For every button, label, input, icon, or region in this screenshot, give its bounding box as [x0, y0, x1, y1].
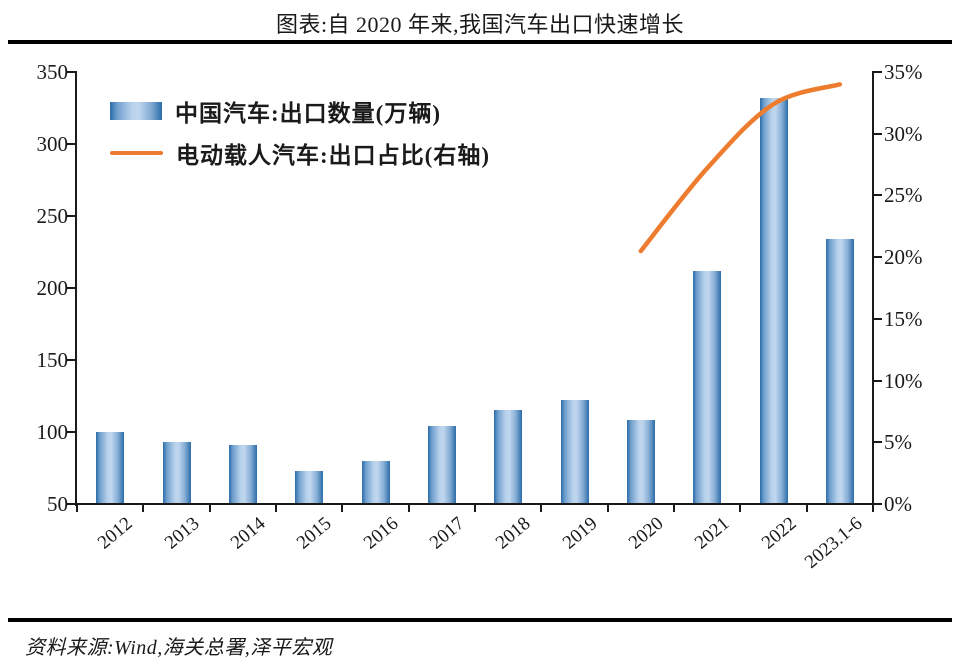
legend: 中国汽车:出口数量(万辆) 电动载人汽车:出口占比(右轴): [110, 96, 490, 180]
x-tick: [872, 505, 874, 512]
y-tick-right: [874, 379, 882, 382]
data-source-note: 资料来源:Wind,海关总署,泽平宏观: [25, 637, 333, 659]
y-tick-left: [67, 143, 75, 145]
y-tick-left: [67, 71, 75, 73]
y-tick-right: [874, 194, 882, 197]
x-axis-label: 2017: [425, 513, 469, 554]
line-series-swatch: [110, 151, 163, 155]
x-axis-label: 2012: [94, 513, 137, 554]
y-axis-label-left: 200: [36, 276, 69, 300]
bar-2017: [427, 426, 456, 503]
legend-item-export-volume: 中国汽车:出口数量(万辆): [110, 96, 490, 126]
x-axis-label: 2016: [359, 513, 402, 554]
x-tick: [606, 505, 609, 512]
y-axis-label-right: 5%: [884, 430, 912, 455]
legend-item-ev-share: 电动载人汽车:出口占比(右轴): [110, 138, 490, 168]
bar-2014: [228, 444, 257, 503]
y-tick-left: [67, 503, 75, 505]
x-axis-label: 2020: [624, 513, 668, 554]
chart-title: 图表:自 2020 年来,我国汽车出口快速增长: [275, 12, 685, 37]
bar-2012: [96, 432, 125, 503]
bottom-rule: [8, 618, 952, 622]
y-axis-left: [75, 71, 77, 506]
y-axis-label-left: 50: [47, 492, 68, 516]
y-axis-label-left: 100: [36, 420, 69, 444]
x-axis-label: 2018: [492, 513, 535, 554]
y-axis-right: [872, 71, 874, 506]
bar-2022: [759, 97, 788, 503]
y-tick-left: [67, 215, 75, 217]
x-axis-label: 2015: [293, 513, 336, 554]
x-axis-label: 2022: [757, 513, 800, 554]
y-axis-label-right: 20%: [884, 245, 923, 270]
y-tick-right: [874, 256, 882, 259]
x-tick: [275, 505, 277, 512]
bar-2016: [361, 460, 390, 503]
bar-2019: [560, 400, 589, 503]
legend-label-ev-share: 电动载人汽车:出口占比(右轴): [176, 143, 490, 168]
y-tick-right: [874, 317, 882, 320]
x-tick: [805, 505, 808, 512]
x-tick: [407, 505, 410, 512]
y-axis-label-right: 25%: [884, 183, 923, 208]
x-tick: [341, 505, 344, 512]
x-tick: [208, 505, 211, 512]
x-tick: [739, 505, 742, 512]
y-axis-label-right: 15%: [884, 306, 923, 331]
y-tick-left: [67, 431, 75, 433]
bar-2021: [693, 270, 722, 503]
y-tick-right: [874, 441, 882, 444]
y-axis-label-left: 350: [36, 60, 69, 84]
x-tick: [540, 505, 543, 512]
x-axis-label: 2023.1-6: [800, 513, 867, 573]
legend-label-export-volume: 中国汽车:出口数量(万辆): [175, 101, 441, 126]
bar-2015: [295, 470, 324, 503]
x-axis-label: 2019: [558, 513, 601, 554]
y-axis-label-left: 150: [36, 348, 69, 372]
ev-share-line: [638, 82, 843, 254]
bar-2018: [494, 410, 523, 503]
x-axis-label: 2014: [226, 513, 270, 554]
x-tick: [76, 505, 78, 512]
bar-series-swatch: [110, 102, 162, 120]
x-tick: [474, 505, 476, 512]
x-tick: [142, 505, 145, 512]
y-axis-label-right: 35%: [884, 60, 923, 84]
y-axis-label-right: 0%: [884, 492, 912, 516]
x-axis-label: 2021: [691, 513, 734, 554]
top-rule: [8, 40, 952, 44]
y-axis-label-left: 250: [36, 204, 69, 228]
y-axis-label-right: 10%: [884, 368, 923, 393]
bar-2013: [162, 442, 191, 503]
x-axis: [75, 503, 874, 505]
y-tick-right: [874, 503, 882, 505]
y-axis-label-right: 30%: [884, 121, 923, 146]
y-tick-left: [67, 359, 75, 361]
bar-2020: [626, 420, 655, 503]
bar-2023.1-6: [825, 239, 854, 503]
y-axis-label-left: 300: [36, 132, 69, 156]
x-tick: [673, 505, 675, 512]
y-tick-right: [874, 132, 882, 135]
y-tick-left: [67, 287, 75, 289]
x-axis-label: 2013: [160, 513, 203, 554]
y-tick-right: [874, 71, 882, 73]
